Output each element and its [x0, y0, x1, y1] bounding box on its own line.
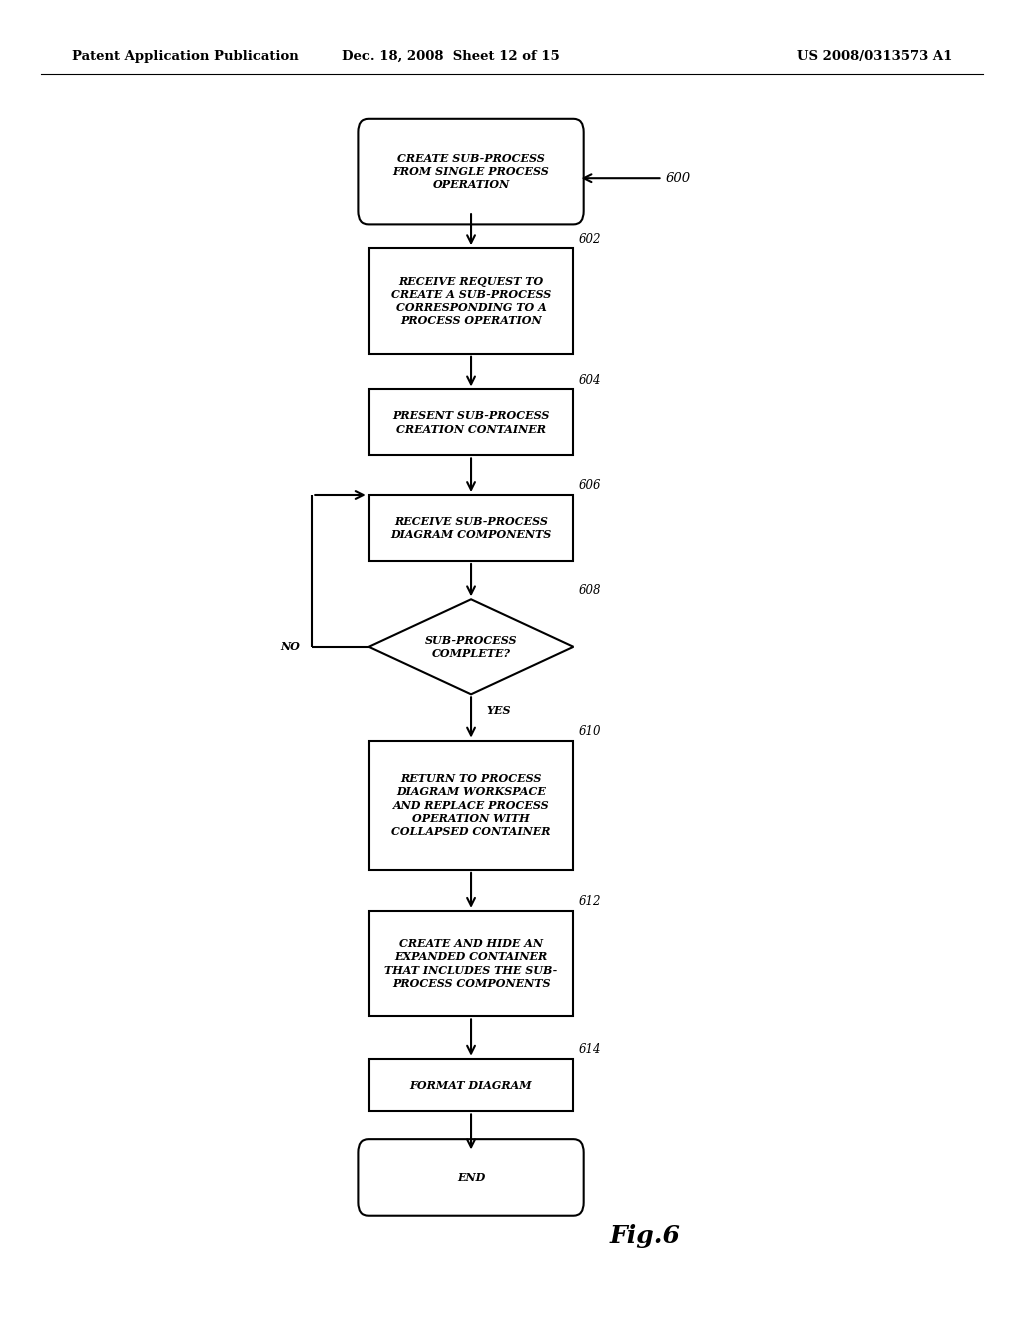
Text: CREATE SUB-PROCESS
FROM SINGLE PROCESS
OPERATION: CREATE SUB-PROCESS FROM SINGLE PROCESS O…: [392, 153, 550, 190]
Text: 604: 604: [579, 374, 601, 387]
Text: 602: 602: [579, 232, 601, 246]
Bar: [369, 389, 573, 455]
Text: RECEIVE SUB-PROCESS
DIAGRAM COMPONENTS: RECEIVE SUB-PROCESS DIAGRAM COMPONENTS: [390, 516, 552, 540]
Text: 610: 610: [579, 725, 601, 738]
Text: YES: YES: [486, 705, 511, 715]
Text: 614: 614: [579, 1043, 601, 1056]
Text: RETURN TO PROCESS
DIAGRAM WORKSPACE
AND REPLACE PROCESS
OPERATION WITH
COLLAPSED: RETURN TO PROCESS DIAGRAM WORKSPACE AND …: [391, 774, 551, 837]
Text: RECEIVE REQUEST TO
CREATE A SUB-PROCESS
CORRESPONDING TO A
PROCESS OPERATION: RECEIVE REQUEST TO CREATE A SUB-PROCESS …: [391, 276, 551, 326]
Text: PRESENT SUB-PROCESS
CREATION CONTAINER: PRESENT SUB-PROCESS CREATION CONTAINER: [392, 411, 550, 434]
Text: 612: 612: [579, 895, 601, 908]
Bar: [369, 495, 573, 561]
Text: NO: NO: [281, 642, 300, 652]
Polygon shape: [369, 599, 573, 694]
Text: END: END: [457, 1172, 485, 1183]
Text: Patent Application Publication: Patent Application Publication: [72, 50, 298, 63]
Bar: [369, 1059, 573, 1111]
Text: 606: 606: [579, 479, 601, 492]
Text: Fig.6: Fig.6: [609, 1224, 681, 1247]
Text: US 2008/0313573 A1: US 2008/0313573 A1: [797, 50, 952, 63]
Bar: [369, 911, 573, 1016]
Text: 600: 600: [666, 172, 691, 185]
Text: FORMAT DIAGRAM: FORMAT DIAGRAM: [410, 1080, 532, 1090]
Bar: [369, 248, 573, 354]
Text: CREATE AND HIDE AN
EXPANDED CONTAINER
THAT INCLUDES THE SUB-
PROCESS COMPONENTS: CREATE AND HIDE AN EXPANDED CONTAINER TH…: [384, 939, 558, 989]
Text: Dec. 18, 2008  Sheet 12 of 15: Dec. 18, 2008 Sheet 12 of 15: [342, 50, 559, 63]
FancyBboxPatch shape: [358, 1139, 584, 1216]
Bar: [369, 741, 573, 870]
Text: 608: 608: [579, 583, 601, 597]
Text: SUB-PROCESS
COMPLETE?: SUB-PROCESS COMPLETE?: [425, 635, 517, 659]
FancyBboxPatch shape: [358, 119, 584, 224]
